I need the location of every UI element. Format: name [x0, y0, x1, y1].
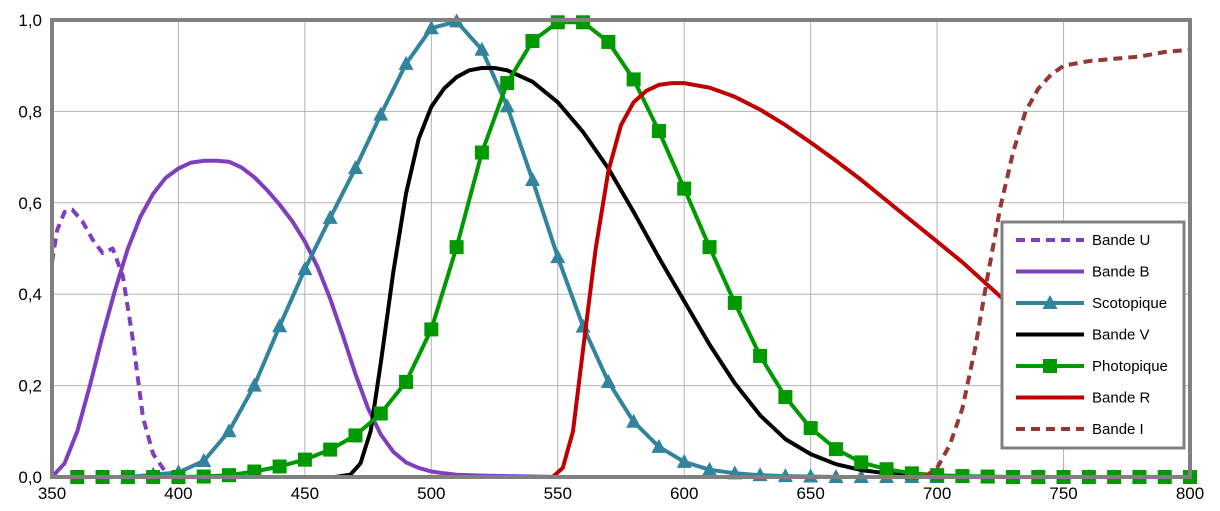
data-point-photopique	[753, 348, 768, 363]
legend-label: Bande V	[1092, 327, 1150, 344]
series-bande-i	[923, 47, 1191, 479]
data-point-photopique	[677, 181, 692, 196]
data-point-scotopique	[524, 171, 540, 186]
data-point-photopique	[474, 145, 489, 160]
legend-item-bande-r: Bande R	[1016, 390, 1151, 407]
data-point-scotopique	[702, 461, 718, 476]
data-point-scotopique	[322, 209, 338, 224]
y-tick-label: 1,0	[18, 11, 42, 30]
data-point-scotopique	[196, 453, 212, 468]
series-line-bande-v	[334, 66, 938, 479]
x-tick-label: 600	[670, 484, 698, 503]
data-point-photopique	[651, 124, 666, 139]
legend-marker	[1043, 359, 1057, 373]
data-point-photopique	[525, 34, 540, 49]
data-point-scotopique	[347, 160, 363, 175]
data-point-photopique	[576, 15, 591, 30]
legend-label: Bande R	[1092, 390, 1151, 407]
x-tick-label: 550	[544, 484, 572, 503]
data-point-photopique	[500, 76, 515, 91]
legend-item-photopique: Photopique	[1016, 358, 1168, 375]
legend-label: Bande U	[1092, 232, 1150, 249]
data-point-scotopique	[272, 318, 288, 333]
data-point-photopique	[424, 322, 439, 337]
data-point-scotopique	[423, 20, 439, 35]
series-line-bande-u	[50, 207, 180, 479]
x-tick-label: 800	[1176, 484, 1204, 503]
data-point-scotopique	[373, 106, 389, 121]
series-line-bande-r	[551, 81, 1015, 479]
y-tick-label: 0,6	[18, 194, 42, 213]
legend-item-bande-i: Bande I	[1016, 421, 1144, 438]
data-point-photopique	[348, 428, 363, 443]
legend-item-scotopique: Scotopique	[1016, 295, 1167, 312]
y-axis-tick-labels: 0,0 0,2 0,4 0,6 0,8 1,0	[18, 11, 42, 487]
data-point-photopique	[449, 240, 464, 255]
series-line-bande-i	[923, 47, 1191, 479]
data-point-photopique	[702, 240, 717, 255]
data-point-photopique	[854, 455, 869, 470]
data-point-scotopique	[474, 41, 490, 56]
data-point-scotopique	[221, 423, 237, 438]
data-point-photopique	[373, 406, 388, 421]
data-point-photopique	[399, 374, 414, 389]
data-point-photopique	[828, 442, 843, 457]
legend-item-bande-v: Bande V	[1016, 327, 1150, 344]
x-tick-label: 350	[38, 484, 66, 503]
data-point-scotopique	[246, 377, 262, 392]
legend-label: Scotopique	[1092, 295, 1167, 312]
x-axis-tick-labels: 350 400 450 500 550 600 650 700 750 800	[38, 484, 1204, 503]
legend-label: Bande B	[1092, 264, 1150, 281]
series-bande-u	[50, 207, 180, 479]
x-tick-label: 650	[796, 484, 824, 503]
legend-label: Photopique	[1092, 358, 1168, 375]
y-tick-label: 0,2	[18, 377, 42, 396]
legend-marker	[1042, 295, 1058, 309]
plot-frame	[50, 18, 1192, 479]
data-point-scotopique	[550, 249, 566, 264]
x-tick-label: 450	[291, 484, 319, 503]
data-point-scotopique	[398, 55, 414, 70]
data-point-scotopique	[651, 438, 667, 453]
data-point-photopique	[272, 459, 287, 474]
data-point-photopique	[323, 442, 338, 457]
data-point-photopique	[297, 452, 312, 467]
legend: Bande U Bande B Scotopique Bande V Photopiqu…	[1000, 220, 1186, 450]
legend-item-bande-u: Bande U	[1016, 232, 1150, 249]
data-point-photopique	[803, 421, 818, 436]
legend-label: Bande I	[1092, 421, 1144, 438]
series-line-bande-b	[50, 158, 621, 479]
data-point-photopique	[626, 72, 641, 87]
data-point-scotopique	[297, 261, 313, 276]
x-tick-label: 750	[1049, 484, 1077, 503]
x-tick-label: 700	[923, 484, 951, 503]
y-tick-label: 0,0	[18, 468, 42, 487]
data-point-photopique	[601, 34, 616, 49]
data-point-scotopique	[626, 413, 642, 428]
data-point-photopique	[727, 295, 742, 310]
data-point-photopique	[778, 390, 793, 405]
legend-item-bande-b: Bande B	[1016, 264, 1150, 281]
data-point-photopique	[550, 15, 565, 30]
series-bande-b	[50, 158, 621, 479]
y-tick-label: 0,4	[18, 285, 42, 304]
x-tick-label: 400	[164, 484, 192, 503]
data-point-scotopique	[600, 373, 616, 388]
series-bande-v	[334, 66, 938, 479]
y-tick-label: 0,8	[18, 102, 42, 121]
data-point-scotopique	[676, 453, 692, 468]
data-point-photopique	[879, 462, 894, 477]
x-tick-label: 500	[417, 484, 445, 503]
series-bande-r	[551, 81, 1015, 479]
data-point-scotopique	[499, 98, 515, 113]
